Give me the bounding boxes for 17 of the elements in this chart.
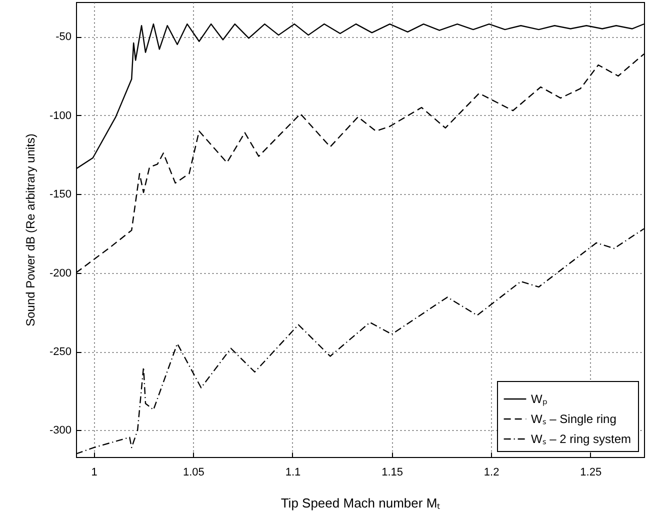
legend-label: Wₛ – 2 ring system	[531, 432, 632, 446]
legend-label: Wₚ	[531, 392, 548, 406]
y-tick-label: -300	[49, 424, 72, 437]
y-tick-label: -50	[56, 31, 72, 44]
y-tick-label: -150	[49, 188, 72, 201]
y-axis-title: Sound Power dB (Re arbitrary units)	[23, 134, 38, 326]
legend-label: Wₛ – Single ring	[531, 412, 616, 426]
x-tick-label: 1.1	[285, 466, 301, 478]
y-tick-label: -250	[49, 346, 72, 358]
y-tick-label: -200	[49, 267, 72, 280]
y-tick-label: -100	[49, 110, 72, 122]
x-tick-label: 1.05	[182, 466, 204, 478]
x-tick-label: 1.15	[382, 466, 403, 478]
x-tick-label: 1.25	[580, 466, 602, 478]
x-tick-label: 1.2	[484, 466, 500, 478]
x-tick-label: 1	[91, 466, 98, 478]
x-axis-title: Tip Speed Mach number Mₜ	[280, 496, 440, 510]
